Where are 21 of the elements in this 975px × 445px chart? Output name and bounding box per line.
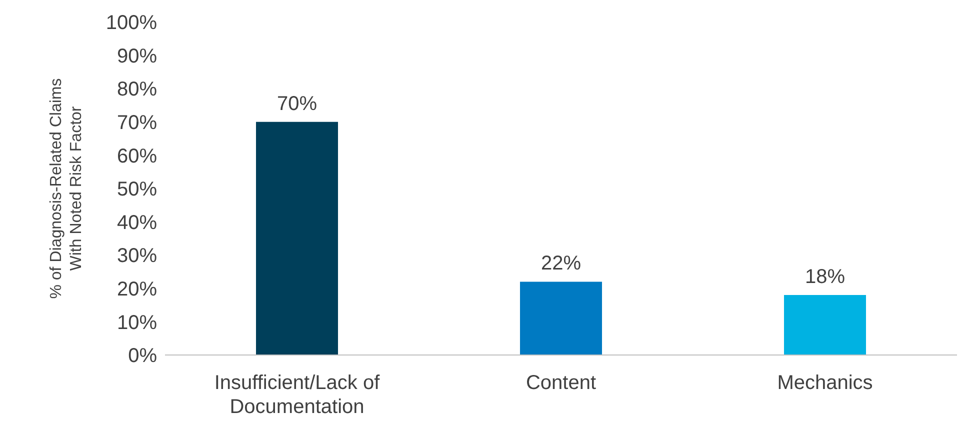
y-tick-label: 40%	[116, 212, 158, 234]
y-tick-label: 10%	[116, 312, 158, 334]
y-tick-label: 70%	[116, 112, 158, 134]
data-label: 22%	[540, 252, 582, 275]
x-tick-label: Content	[526, 372, 596, 394]
x-tick-label: Insufficient/Lack of Documentation	[214, 372, 380, 418]
y-tick-label: 90%	[116, 45, 158, 68]
bar	[256, 122, 338, 355]
x-tick-label: Mechanics	[777, 372, 873, 394]
y-tick-label: 0%	[128, 345, 158, 368]
y-tick-label: 100%	[106, 12, 158, 34]
bar	[520, 282, 602, 355]
y-axis-title: % of Diagnosis-Related Claims With Noted Risk Factor	[48, 78, 85, 299]
y-tick-label: 60%	[116, 145, 158, 168]
y-tick-label: 20%	[116, 278, 158, 300]
bar	[784, 295, 866, 355]
y-tick-label: 30%	[116, 245, 158, 268]
y-tick-label: 80%	[116, 78, 158, 101]
data-label: 18%	[804, 266, 846, 288]
y-tick-label: 50%	[116, 178, 158, 201]
data-label: 70%	[276, 92, 318, 115]
